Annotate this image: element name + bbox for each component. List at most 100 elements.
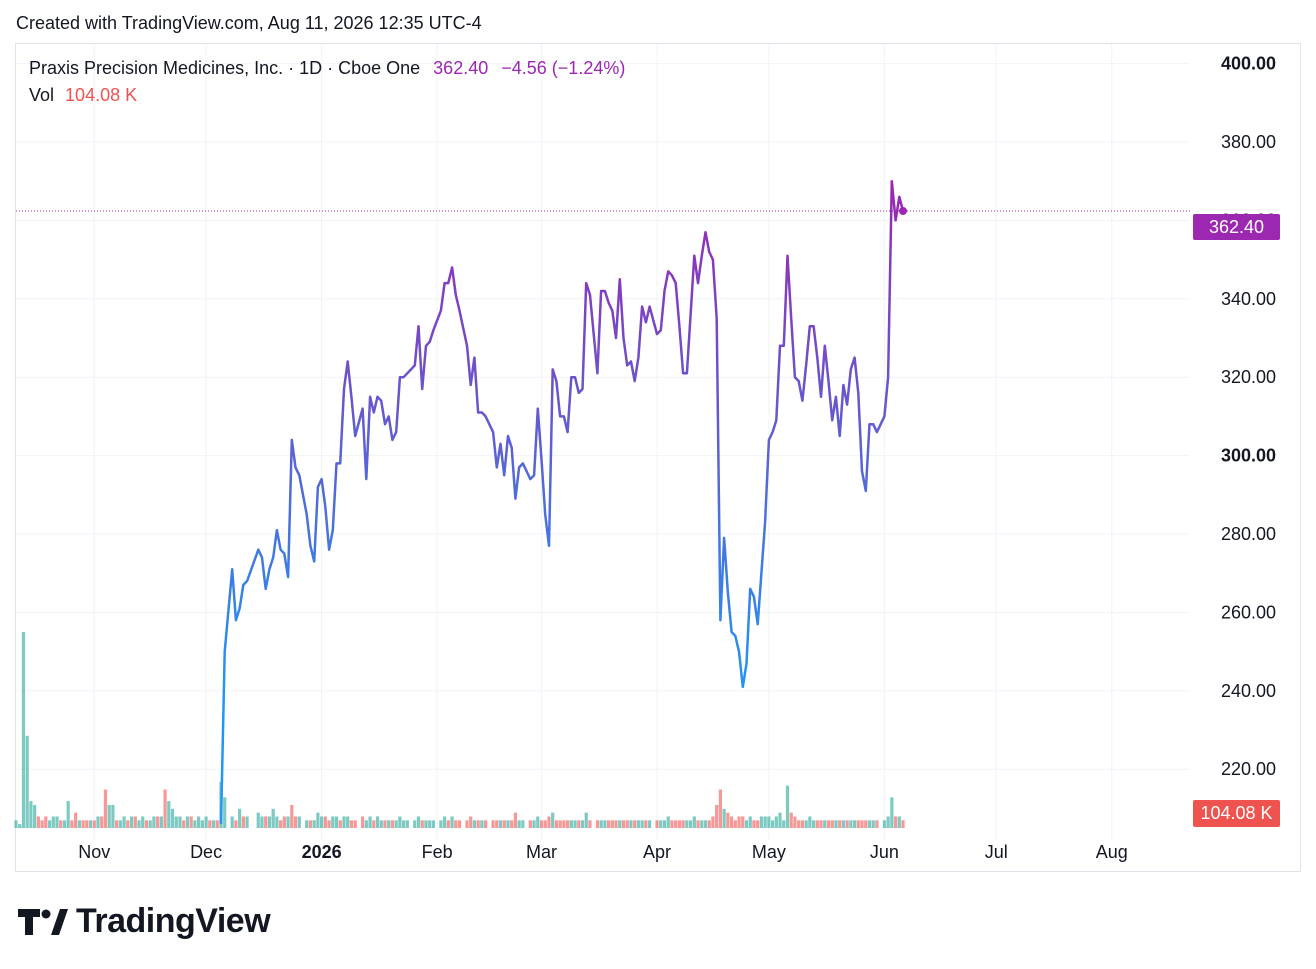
brand-logo[interactable]: TradingView: [18, 902, 271, 941]
volume-bar: [368, 816, 372, 828]
volume-bar: [118, 820, 122, 828]
volume-bar: [819, 820, 823, 828]
volume-bar: [517, 820, 521, 828]
volume-bar: [871, 820, 875, 828]
volume-bar: [618, 820, 622, 828]
volume-bar: [387, 820, 391, 828]
chart-legend: Praxis Precision Medicines, Inc. · 1D · …: [29, 58, 625, 79]
volume-bar: [115, 820, 119, 828]
y-tick-label: 280.00: [1221, 524, 1276, 544]
volume-bar: [100, 816, 104, 828]
x-tick-label: Nov: [78, 842, 110, 862]
volume-bar: [644, 820, 648, 828]
volume-bar: [588, 820, 592, 828]
volume-bar: [685, 820, 689, 828]
volume-bar: [715, 804, 719, 828]
volume-bar: [200, 820, 204, 828]
volume-bar: [681, 820, 685, 828]
volume-bar: [502, 820, 506, 828]
volume-bar: [189, 816, 193, 828]
volume-bar: [103, 789, 108, 828]
volume-bar: [752, 820, 756, 828]
legend-price: 362.40: [433, 58, 489, 78]
volume-bar: [290, 804, 294, 828]
volume-bar: [867, 820, 872, 828]
volume-bar: [405, 820, 409, 828]
volume-bar: [554, 820, 559, 828]
volume-bar: [700, 820, 704, 828]
volume-bar: [472, 820, 477, 828]
volume-bar: [44, 816, 48, 828]
volume-bar: [107, 804, 111, 828]
volume-bar: [245, 816, 249, 828]
volume-bar: [234, 820, 238, 828]
volume-bar: [170, 808, 175, 828]
volume-bar: [856, 820, 860, 828]
volume-bar: [688, 820, 693, 828]
volume-bar: [51, 816, 55, 828]
volume-bar: [480, 820, 484, 828]
volume-bar: [901, 820, 905, 828]
x-tick-label: Dec: [190, 842, 222, 862]
volume-bar: [126, 820, 130, 828]
volume-bar: [271, 808, 275, 828]
volume-bar: [279, 820, 283, 828]
volume-bar: [565, 820, 570, 828]
volume-bar: [838, 820, 842, 828]
volume-bar: [267, 816, 272, 828]
volume-bar: [543, 820, 547, 828]
volume-bar: [174, 816, 178, 828]
tradingview-logo-icon: [18, 908, 68, 935]
volume-bar: [286, 816, 290, 828]
volume-bar: [707, 820, 711, 828]
volume-bar: [416, 816, 421, 828]
volume-bar: [85, 820, 89, 828]
volume-bar: [886, 816, 890, 828]
volume-bar: [599, 820, 603, 828]
volume-bar: [759, 816, 763, 828]
volume-bar: [841, 820, 845, 828]
volume-bar: [361, 816, 365, 828]
volume-bar: [156, 816, 160, 828]
volume-bar: [539, 820, 544, 828]
volume-bar: [875, 820, 879, 828]
volume-bar: [264, 816, 268, 828]
volume-bar: [465, 820, 469, 828]
volume-bar: [383, 820, 387, 828]
volume-bar: [88, 820, 93, 828]
volume-bar: [133, 816, 137, 828]
y-tick-label: 320.00: [1221, 367, 1276, 387]
volume-bar: [454, 820, 458, 828]
volume-bar: [241, 816, 245, 828]
x-tick-label: Feb: [422, 842, 453, 862]
volume-bar: [640, 820, 644, 828]
volume-bar: [338, 820, 342, 828]
y-tick-label: 240.00: [1221, 681, 1276, 701]
volume-bar: [305, 820, 309, 828]
volume-bar: [197, 816, 201, 828]
volume-bar: [238, 808, 242, 828]
volume-bar: [733, 820, 737, 828]
volume-bar: [621, 820, 626, 828]
volume-bar: [327, 820, 331, 828]
volume-bar: [47, 820, 52, 828]
volume-bar: [610, 820, 614, 828]
volume-bar: [860, 820, 864, 828]
volume-bar: [636, 820, 641, 828]
volume-bar: [767, 816, 771, 828]
volume-bar: [718, 789, 722, 828]
volume-bar: [804, 820, 808, 828]
volume-bar: [40, 820, 44, 828]
y-tick-label: 260.00: [1221, 602, 1276, 622]
volume-bar: [778, 812, 782, 828]
volume-bar: [77, 820, 81, 828]
volume-bar: [510, 820, 514, 828]
volume-bar: [260, 816, 264, 828]
volume-bar: [845, 820, 849, 828]
volume-bar: [674, 820, 678, 828]
volume-bar: [823, 820, 827, 828]
volume-bar: [744, 820, 749, 828]
volume-bar: [785, 785, 790, 828]
volume-bar: [390, 820, 395, 828]
